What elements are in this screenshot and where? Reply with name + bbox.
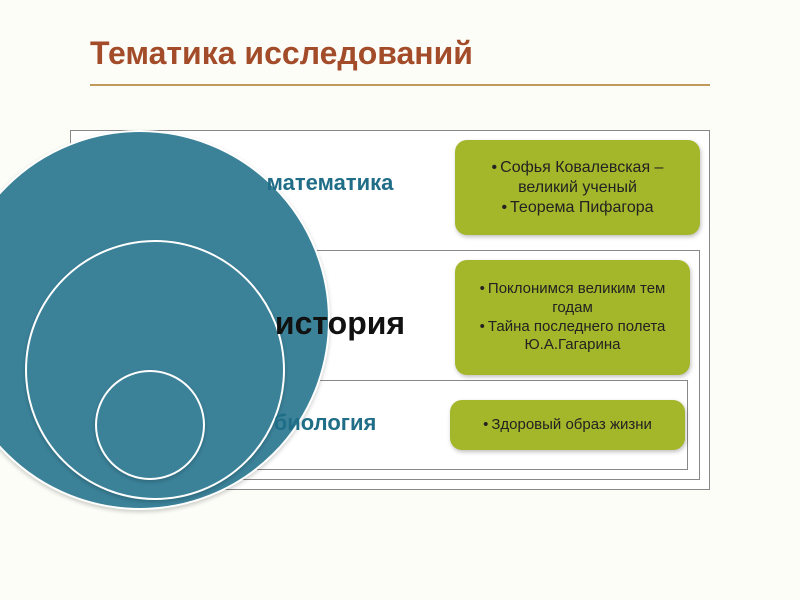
topic-list-history: Поклонимся великим тем годам Тайна после… bbox=[469, 280, 676, 355]
title-bar: Тематика исследований bbox=[90, 35, 710, 86]
topic-box-biology: Здоровый образ жизни bbox=[450, 400, 685, 450]
topic-list-math: Софья Ковалевская – великий ученый Теоре… bbox=[469, 158, 686, 218]
subject-label-math: математика bbox=[220, 170, 440, 196]
topic-item: Софья Ковалевская – великий ученый bbox=[469, 158, 686, 198]
topic-item: Теорема Пифагора bbox=[469, 198, 686, 218]
topic-box-history: Поклонимся великим тем годам Тайна после… bbox=[455, 260, 690, 375]
topic-box-math: Софья Ковалевская – великий ученый Теоре… bbox=[455, 140, 700, 235]
research-themes-diagram: математика история биология Софья Ковале… bbox=[60, 120, 740, 540]
circle-inner bbox=[95, 370, 205, 480]
page-title: Тематика исследований bbox=[90, 35, 473, 71]
topic-item: Здоровый образ жизни bbox=[483, 416, 652, 435]
topic-item: Тайна последнего полета Ю.А.Гагарина bbox=[469, 318, 676, 356]
subject-label-history: история bbox=[240, 305, 440, 342]
subject-label-biology: биология bbox=[225, 410, 425, 436]
topic-item: Поклонимся великим тем годам bbox=[469, 280, 676, 318]
topic-list-biology: Здоровый образ жизни bbox=[483, 416, 652, 435]
